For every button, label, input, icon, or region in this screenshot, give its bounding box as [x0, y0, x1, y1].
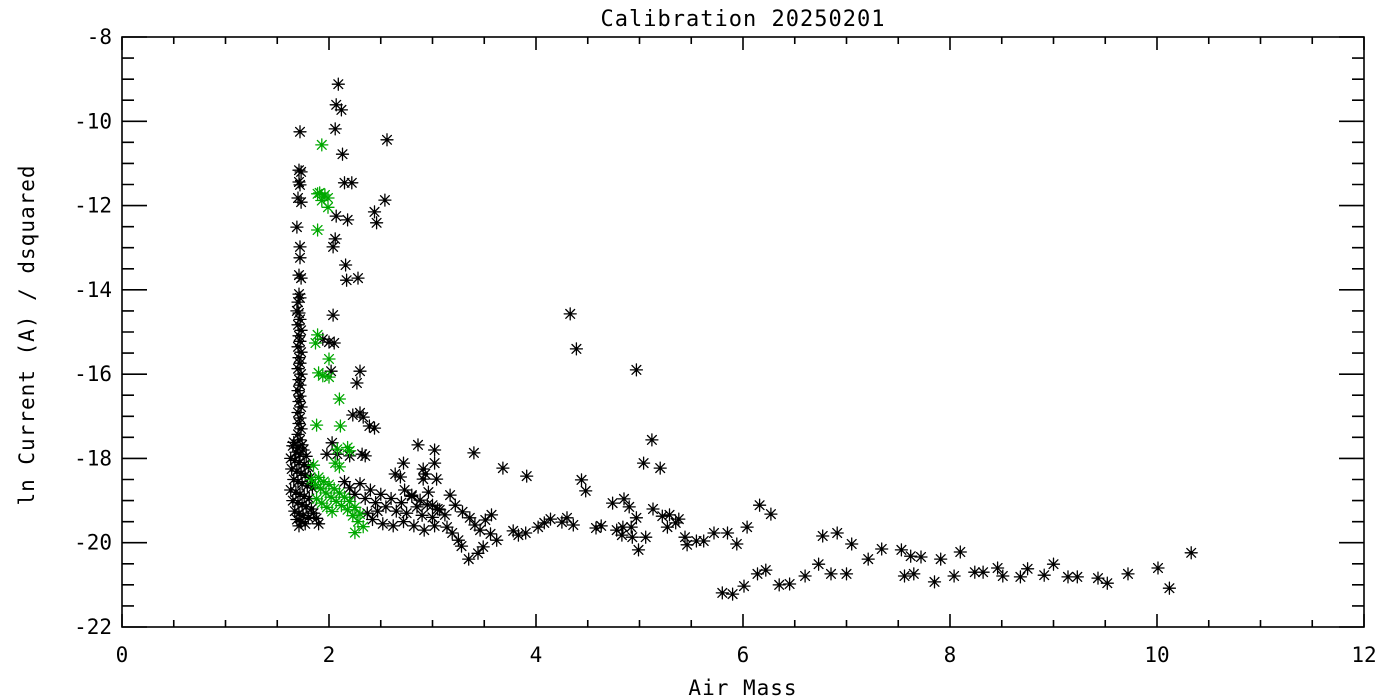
- y-tick-label: -12: [74, 194, 112, 218]
- y-tick-label: -22: [74, 615, 112, 639]
- x-axis-label: Air Mass: [688, 676, 797, 700]
- plot-axes: [121, 36, 1365, 628]
- axis-ticks: [121, 36, 1365, 628]
- series-all-measurements-markers: [284, 77, 1198, 601]
- data-points: [284, 77, 1198, 601]
- y-axis-label: ln Current (A) / dsquared: [15, 164, 39, 505]
- x-tick-label: 12: [1351, 643, 1376, 667]
- y-tick-label: -18: [74, 446, 112, 470]
- chart-title: Calibration 20250201: [601, 7, 886, 32]
- x-tick-label: 8: [944, 643, 957, 667]
- x-tick-label: 10: [1144, 643, 1169, 667]
- y-tick-label: -14: [74, 278, 112, 302]
- x-tick-label: 2: [323, 643, 336, 667]
- y-tick-label: -10: [74, 109, 112, 133]
- y-tick-label: -16: [74, 362, 112, 386]
- y-tick-label: -20: [74, 531, 112, 555]
- series-flagged-measurements-markers: [304, 138, 370, 540]
- tick-labels: 0 2 4 6 8 10 12 -8 -10 -12 -14 -16 -18 -20 -22: [74, 25, 1377, 667]
- plot-frame: [121, 36, 1365, 628]
- x-tick-label: 4: [530, 643, 543, 667]
- x-tick-label: 0: [116, 643, 129, 667]
- y-tick-label: -8: [87, 25, 112, 49]
- x-tick-label: 6: [737, 643, 750, 667]
